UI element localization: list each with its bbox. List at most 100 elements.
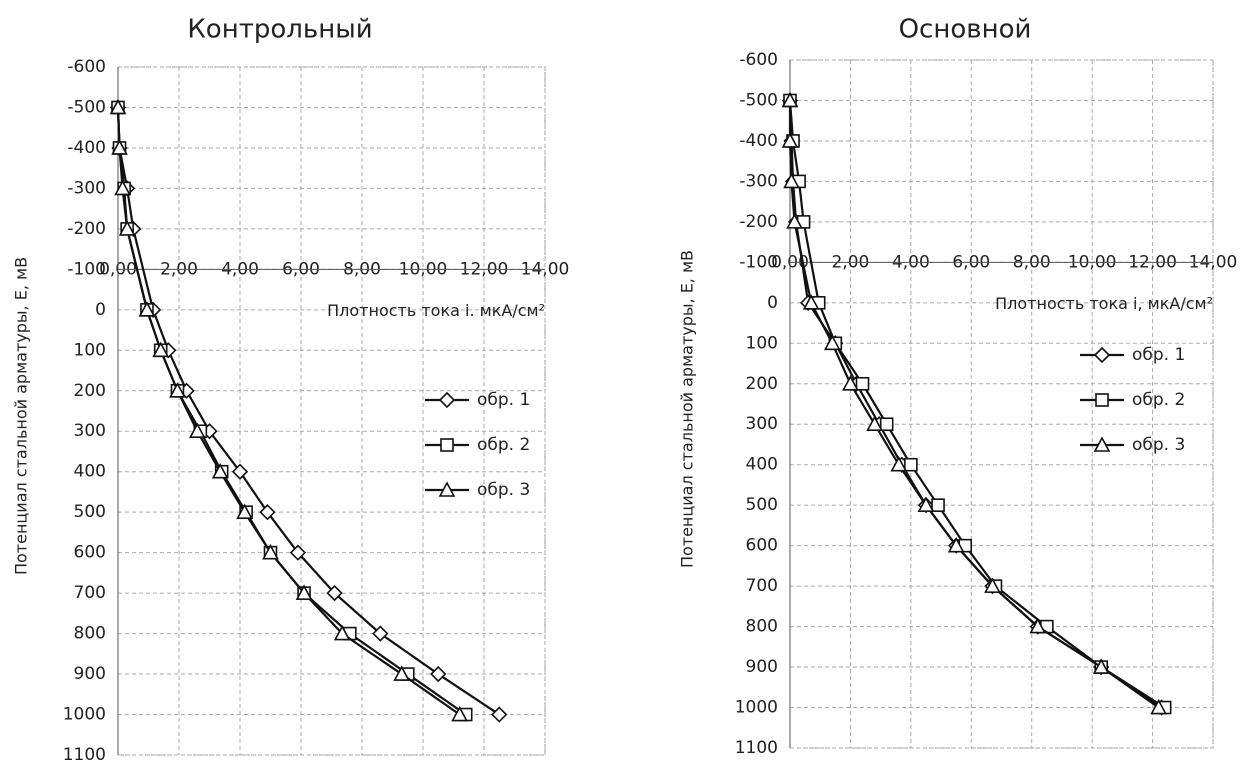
chart-title: Основной (899, 15, 1032, 45)
legend-label: обр. 3 (477, 480, 530, 500)
marker (152, 341, 170, 358)
marker (169, 382, 186, 398)
y-tick-label: -600 (739, 50, 778, 70)
legend-label: обр. 2 (477, 435, 530, 455)
y-tick-label: 800 (746, 617, 778, 637)
marker (842, 375, 859, 391)
legend-marker (1093, 436, 1111, 452)
legend-marker (438, 391, 456, 409)
y-tick-label: 400 (746, 455, 778, 475)
y-tick-label: -300 (739, 171, 778, 191)
y-tick-label: -100 (739, 252, 778, 272)
marker (855, 376, 870, 391)
y-tick-label: -500 (739, 90, 778, 110)
legend-marker (440, 438, 454, 452)
y-tick-label: 100 (74, 340, 106, 360)
marker (1092, 658, 1110, 674)
marker (904, 457, 918, 472)
marker (109, 98, 127, 115)
marker (781, 91, 799, 108)
marker (890, 456, 908, 472)
legend-label: обр. 3 (1132, 435, 1185, 455)
legend-label: обр. 1 (477, 390, 530, 410)
marker (211, 463, 229, 479)
marker (783, 172, 800, 189)
marker (1150, 698, 1167, 715)
y-tick-label: -200 (739, 212, 778, 232)
y-tick-label: -400 (739, 131, 778, 151)
marker (262, 543, 279, 560)
marker (333, 624, 351, 641)
y-axis-title: Потенциал стальной арматуры, E, мВ (678, 250, 697, 568)
y-tick-label: 800 (74, 624, 106, 644)
marker (138, 301, 156, 317)
marker (451, 705, 468, 722)
y-tick-label: 100 (746, 333, 778, 353)
y-tick-label: 700 (746, 576, 778, 596)
marker (931, 498, 945, 512)
marker (114, 179, 131, 196)
y-tick-label: 200 (74, 381, 106, 401)
y-tick-label: -200 (67, 219, 106, 239)
y-tick-label: 900 (746, 657, 778, 677)
y-tick-label: 400 (74, 462, 106, 482)
legend-label: обр. 2 (1132, 390, 1185, 410)
marker (947, 536, 965, 553)
marker (491, 706, 508, 723)
y-tick-label: 700 (74, 583, 106, 603)
legend-marker (1093, 346, 1111, 364)
marker (430, 665, 447, 683)
y-tick-label: 200 (746, 374, 778, 394)
marker (188, 422, 206, 439)
series-line (116, 107, 461, 716)
marker (231, 463, 249, 480)
y-tick-label: 500 (74, 502, 106, 522)
y-tick-label: 300 (746, 414, 778, 434)
marker (984, 577, 1001, 593)
y-tick-label: -400 (67, 138, 106, 158)
y-tick-label: 300 (74, 421, 106, 441)
y-tick-label: 1000 (735, 698, 778, 718)
marker (372, 625, 389, 642)
series-line (116, 107, 500, 716)
y-tick-label: 600 (74, 543, 106, 563)
y-tick-label: 0 (767, 293, 778, 313)
marker (259, 504, 276, 521)
x-axis-title: Плотность тока i. мкА/см² (327, 301, 545, 320)
marker (781, 132, 799, 148)
y-tick-label: -600 (67, 57, 106, 77)
y-tick-label: -500 (67, 97, 106, 117)
series-line (116, 107, 467, 716)
legend-marker (438, 481, 456, 497)
marker (236, 503, 253, 519)
y-tick-label: -100 (67, 259, 106, 279)
marker (879, 417, 894, 432)
marker (917, 496, 935, 512)
marker (823, 334, 841, 351)
y-tick-label: 1000 (63, 705, 106, 725)
legend-label: обр. 1 (1132, 345, 1185, 365)
chart: Контрольный -600 -500 -400 -300 -200 -100 0 100 2… (12, 15, 570, 765)
marker (786, 213, 803, 229)
marker (289, 544, 307, 561)
marker (802, 294, 820, 310)
y-tick-label: 600 (746, 536, 778, 556)
y-tick-label: -300 (67, 178, 106, 198)
y-tick-label: 0 (95, 300, 106, 320)
y-axis-title: Потенциал стальной арматуры, E, мВ (12, 257, 31, 575)
x-axis-title: Плотность тока i, мкА/см² (995, 294, 1213, 313)
y-tick-label: 900 (74, 664, 106, 684)
plot-frame (117, 66, 546, 756)
marker (866, 415, 883, 432)
marker (393, 665, 410, 681)
legend-marker (1095, 393, 1109, 407)
y-tick-label: 1100 (63, 745, 106, 765)
chart-title: Контрольный (187, 15, 372, 45)
marker (295, 584, 313, 600)
marker (111, 139, 128, 155)
y-tick-label: 500 (746, 495, 778, 515)
marker (326, 584, 343, 602)
marker (118, 220, 136, 236)
marker (1029, 617, 1047, 634)
